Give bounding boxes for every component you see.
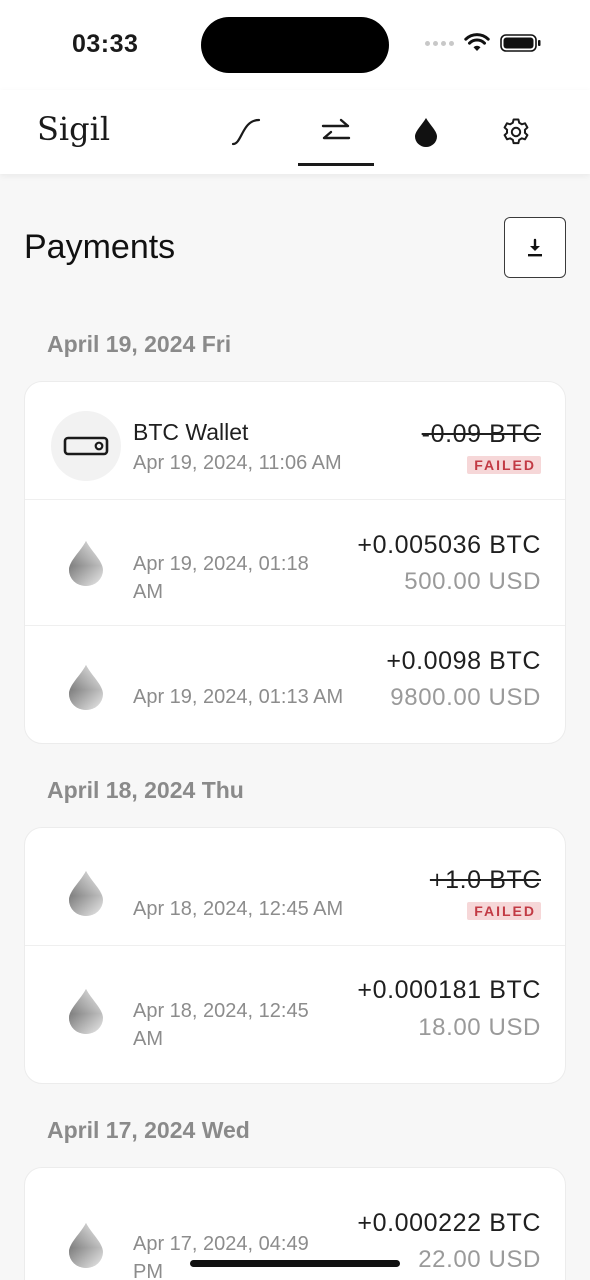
- payment-row[interactable]: Apr 17, 2024, 04:49 PM +0.000222 BTC 22.…: [25, 1168, 565, 1280]
- wallet-icon: [63, 436, 109, 456]
- status-badge: FAILED: [467, 902, 541, 920]
- wifi-icon: [464, 33, 490, 51]
- payment-timestamp-suffix: PM: [133, 1261, 163, 1280]
- status-icons: [425, 33, 542, 53]
- drop-icon-wrap: [51, 652, 121, 722]
- status-time: 03:33: [72, 30, 139, 58]
- download-icon: [528, 238, 542, 256]
- payment-row[interactable]: Apr 19, 2024, 01:18 AM +0.005036 BTC 500…: [25, 499, 565, 625]
- tab-payments[interactable]: [298, 90, 374, 174]
- status-badge: FAILED: [467, 456, 541, 474]
- payment-fiat: 18.00 USD: [418, 1014, 541, 1041]
- payment-row[interactable]: BTC Wallet Apr 19, 2024, 11:06 AM -0.09 …: [25, 382, 565, 499]
- payment-fiat: 22.00 USD: [418, 1246, 541, 1273]
- battery-icon: [500, 34, 541, 52]
- curve-icon: [231, 118, 261, 146]
- tab-settings[interactable]: [478, 90, 554, 174]
- home-indicator[interactable]: [190, 1260, 400, 1267]
- top-navigation: Sigil: [0, 90, 590, 174]
- date-header: April 18, 2024 Thu: [47, 777, 244, 803]
- cellular-signal-icon: [425, 40, 454, 46]
- page-title: Payments: [24, 228, 176, 266]
- tab-liquidity[interactable]: [388, 90, 464, 174]
- transfer-arrows-icon: [321, 118, 351, 140]
- drop-icon: [69, 1223, 103, 1268]
- app-logo: Sigil: [37, 110, 111, 148]
- payment-fiat: 9800.00 USD: [390, 684, 541, 711]
- payment-amount: +0.000222 BTC: [357, 1209, 541, 1237]
- payment-timestamp: Apr 18, 2024, 12:45: [133, 1000, 309, 1022]
- payment-timestamp: Apr 17, 2024, 04:49: [133, 1233, 309, 1255]
- payment-group: Apr 18, 2024, 12:45 AM +1.0 BTC FAILED A…: [24, 827, 566, 1084]
- payment-row[interactable]: Apr 18, 2024, 12:45 AM +0.000181 BTC 18.…: [25, 945, 565, 1083]
- status-bar: 03:33: [0, 0, 590, 90]
- payment-row[interactable]: Apr 19, 2024, 01:13 AM +0.0098 BTC 9800.…: [25, 625, 565, 743]
- payment-timestamp: Apr 19, 2024, 01:18: [133, 553, 309, 575]
- drop-icon: [415, 118, 437, 147]
- tab-chart[interactable]: [208, 90, 284, 174]
- payments-list: Payments April 19, 2024 Fri BTC Wallet A…: [0, 174, 590, 1280]
- payment-amount: +1.0 BTC: [429, 866, 541, 894]
- gear-icon: [503, 118, 529, 145]
- payment-amount: -0.09 BTC: [421, 420, 541, 448]
- payment-timestamp-suffix: AM: [133, 1028, 163, 1050]
- drop-icon-wrap: [51, 1210, 121, 1280]
- date-header: April 19, 2024 Fri: [47, 331, 232, 357]
- download-button[interactable]: [504, 217, 566, 278]
- drop-icon: [69, 541, 103, 586]
- page-header: Payments: [0, 174, 590, 324]
- drop-icon: [69, 871, 103, 916]
- drop-icon-wrap: [51, 528, 121, 598]
- payment-amount: +0.005036 BTC: [357, 531, 541, 559]
- payment-timestamp: Apr 18, 2024, 12:45 AM: [133, 898, 344, 920]
- payment-row[interactable]: Apr 18, 2024, 12:45 AM +1.0 BTC FAILED: [25, 828, 565, 945]
- payment-fiat: 500.00 USD: [404, 568, 541, 595]
- payment-timestamp: Apr 19, 2024, 01:13 AM: [133, 686, 344, 708]
- wallet-icon-badge: [51, 411, 121, 481]
- payment-amount: +0.000181 BTC: [357, 976, 541, 1004]
- payment-group: BTC Wallet Apr 19, 2024, 11:06 AM -0.09 …: [24, 381, 566, 744]
- drop-icon: [69, 665, 103, 710]
- payment-timestamp-suffix: AM: [133, 581, 163, 603]
- payment-amount: +0.0098 BTC: [386, 647, 541, 675]
- dynamic-island: [201, 17, 389, 73]
- drop-icon: [69, 989, 103, 1034]
- date-header: April 17, 2024 Wed: [47, 1117, 250, 1143]
- payment-timestamp: Apr 19, 2024, 11:06 AM: [133, 452, 342, 474]
- drop-icon-wrap: [51, 858, 121, 928]
- drop-icon-wrap: [51, 976, 121, 1046]
- payment-title: BTC Wallet: [133, 419, 249, 445]
